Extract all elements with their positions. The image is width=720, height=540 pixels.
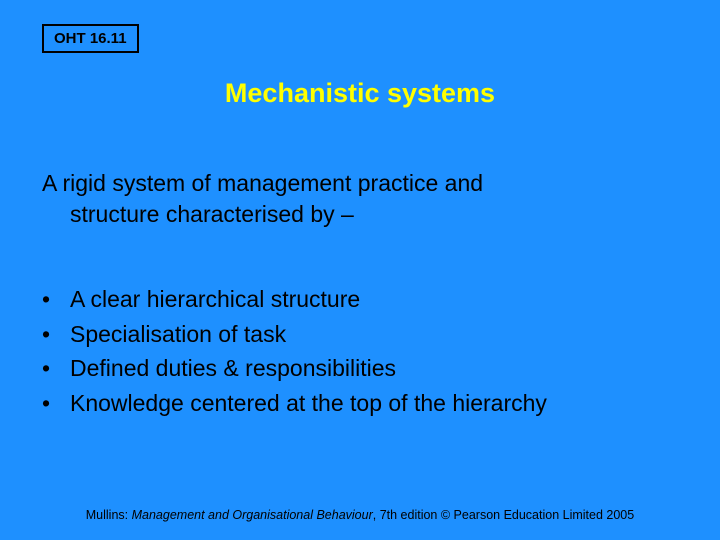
- intro-text: A rigid system of management practice an…: [42, 168, 680, 230]
- bullet-text: Defined duties & responsibilities: [70, 351, 396, 386]
- slide-title: Mechanistic systems: [0, 78, 720, 109]
- footer-italic: Management and Organisational Behaviour: [132, 508, 373, 522]
- intro-line-1: A rigid system of management practice an…: [42, 170, 483, 196]
- slide: OHT 16.11 Mechanistic systems A rigid sy…: [0, 0, 720, 540]
- footer-citation: Mullins: Management and Organisational B…: [0, 508, 720, 522]
- bullet-icon: •: [42, 282, 70, 317]
- footer-suffix: , 7th edition © Pearson Education Limite…: [373, 508, 634, 522]
- bullet-icon: •: [42, 386, 70, 421]
- list-item: • Knowledge centered at the top of the h…: [42, 386, 680, 421]
- bullet-text: A clear hierarchical structure: [70, 282, 360, 317]
- oht-label-box: OHT 16.11: [42, 24, 139, 53]
- bullet-text: Knowledge centered at the top of the hie…: [70, 386, 547, 421]
- footer-prefix: Mullins:: [86, 508, 132, 522]
- intro-line-2: structure characterised by –: [42, 199, 680, 230]
- bullet-text: Specialisation of task: [70, 317, 286, 352]
- bullet-list: • A clear hierarchical structure • Speci…: [42, 282, 680, 420]
- list-item: • A clear hierarchical structure: [42, 282, 680, 317]
- oht-label: OHT 16.11: [54, 30, 127, 47]
- list-item: • Specialisation of task: [42, 317, 680, 352]
- bullet-icon: •: [42, 351, 70, 386]
- list-item: • Defined duties & responsibilities: [42, 351, 680, 386]
- bullet-icon: •: [42, 317, 70, 352]
